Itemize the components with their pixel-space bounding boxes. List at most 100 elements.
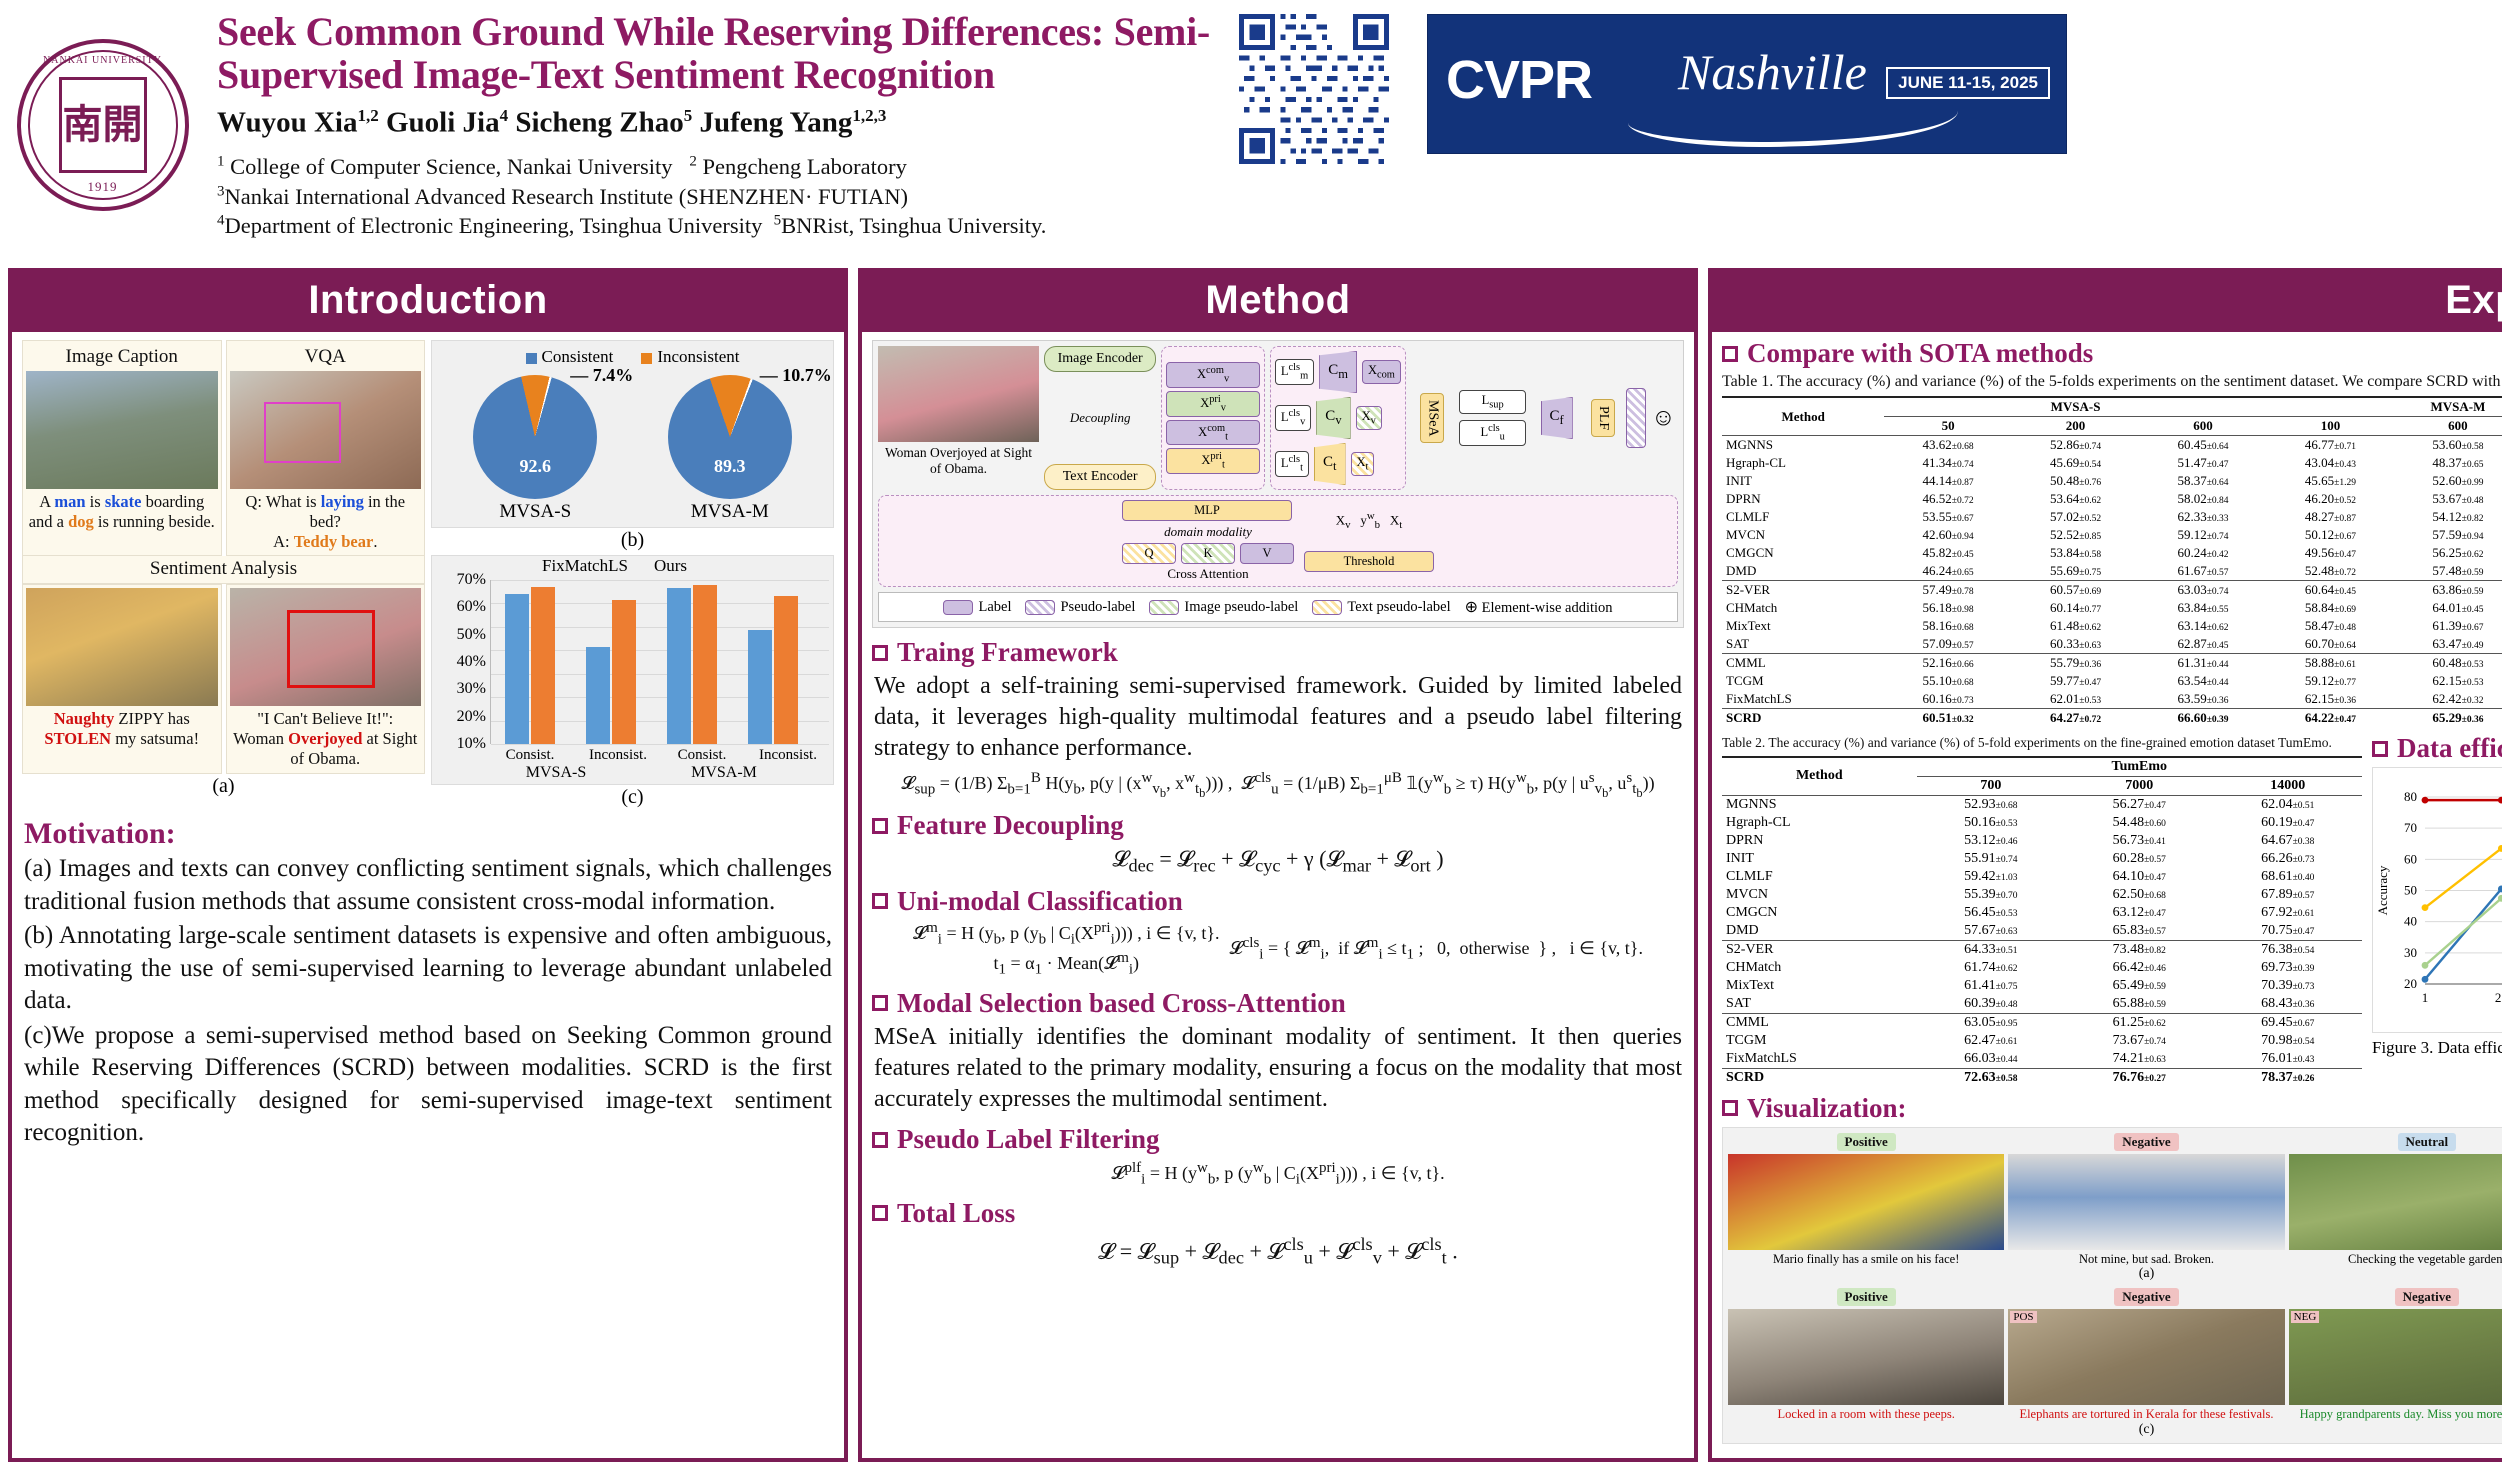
table-2-wrapper: Table 2. The accuracy (%) and variance (… xyxy=(1722,733,2362,1087)
figure-3-caption: Figure 3. Data efficiency comparison bet… xyxy=(2372,1038,2502,1057)
qr-code-icon[interactable] xyxy=(1239,14,1409,164)
cell-value: 56.27±0.47 xyxy=(2065,794,2214,814)
table-row: MixText 58.16±0.68 61.48±0.62 63.14±0.62 58.… xyxy=(1722,617,2502,635)
pie-graphic: 89.3 xyxy=(667,375,792,499)
cell-value: 63.59±0.36 xyxy=(2177,691,2229,706)
pseudo-label-output xyxy=(1626,388,1647,448)
introduction-body: Image Caption A man is skate boarding an… xyxy=(12,332,844,1458)
cell-value: 62.04±0.51 xyxy=(2213,794,2362,814)
cell-value: 76.38±0.54 xyxy=(2213,939,2362,959)
bar-group xyxy=(504,580,555,744)
cell-value: 64.22±0.47 xyxy=(2266,708,2395,727)
bar-fixmatchls xyxy=(585,646,610,744)
cell-method: SCRD xyxy=(1722,1067,1917,1087)
cell-value: 70.39±0.73 xyxy=(2261,977,2315,993)
heading-feature-decoupling: Feature Decoupling xyxy=(872,810,1684,841)
seal-chinese-characters: 南開 xyxy=(62,102,143,147)
table-row: S2-VER 57.49±0.78 60.57±0.69 63.03±0.74 60.6… xyxy=(1722,580,2502,599)
cell-method: MixText xyxy=(1726,618,1771,633)
table-row: CMML 63.05±0.95 61.25±0.62 69.45±0.67 xyxy=(1722,1012,2362,1032)
heading-pseudo-label-filtering: Pseudo Label Filtering xyxy=(872,1124,1684,1155)
x-tick: Consist. xyxy=(677,747,727,763)
bullet-square-icon xyxy=(872,893,888,910)
cell-method: CLMLF xyxy=(1726,868,1773,884)
equation-unimodal-2: t1 = α1 · Mean(𝓛mi) xyxy=(993,950,1140,978)
vis-item: Negative POS Elephants are tortured in K… xyxy=(2008,1288,2285,1421)
seal-center: 南開 xyxy=(58,77,147,173)
bullet-square-icon xyxy=(872,995,888,1012)
equation-unimodal-1: 𝓛mi = H (yb, p (yb | Ci(Xprii))) , i ∈ {… xyxy=(913,919,1220,948)
sentiment-tag: Negative xyxy=(2114,1132,2179,1151)
cell-value: 51.47±0.47 xyxy=(2177,455,2229,470)
table-row: SAT 57.09±0.57 60.33±0.63 62.87±0.45 60.70±0… xyxy=(1722,635,2502,654)
example-image-caption: Image Caption A man is skate boarding an… xyxy=(22,340,222,557)
cell-method: INIT xyxy=(1726,850,1754,866)
figure-b-caption: (b) xyxy=(620,529,645,551)
y-tick: 10% xyxy=(456,734,486,752)
affiliation-line-2: 3Nankai International Advanced Research … xyxy=(217,183,909,209)
cell-method: CHMatch xyxy=(1726,600,1778,615)
table-row: Hgraph-CL 50.16±0.53 54.48±0.60 60.19±0.47 xyxy=(1722,814,2362,832)
visualization-quadrant-a: Positive Mario finally has a smile on hi… xyxy=(1728,1132,2502,1282)
cell-value: 57.09±0.57 xyxy=(1922,636,1974,651)
legend-consistent: Consistent xyxy=(525,347,613,367)
cell-value: 60.19±0.47 xyxy=(2261,814,2315,830)
bbox-highlight xyxy=(263,401,341,464)
motivation-heading: Motivation: xyxy=(24,817,176,850)
cell-value: 62.50±0.68 xyxy=(2112,886,2166,902)
figure-a-examples: Image Caption A man is skate boarding an… xyxy=(22,340,425,809)
visualization-grid: Positive Mario finally has a smile on hi… xyxy=(1722,1126,2502,1444)
cell-method: SAT xyxy=(1726,636,1750,651)
title-block: Seek Common Ground While Reserving Diffe… xyxy=(205,0,1215,241)
table-row: S2-VER 64.33±0.51 73.48±0.82 76.38±0.54 xyxy=(1722,939,2362,959)
table-row: CMML 52.16±0.66 55.79±0.36 61.31±0.44 58.88±… xyxy=(1722,653,2502,672)
line-chart-legends: All CLMLF MVCN Ours Supervised TCGM FixM… xyxy=(2373,768,2502,787)
bar-fixmatchls xyxy=(747,630,772,744)
cell-value: 60.16±0.73 xyxy=(1922,691,1974,706)
table-row-scrd: SCRD 60.51±0.32 64.27±0.72 66.60±0.39 64.22±… xyxy=(1722,708,2502,727)
table-2-tumemo: Method TumEmo 700 7000 14000 MGNNS 52.93±… xyxy=(1722,755,2362,1087)
table-row: Hgraph-CL 41.34±0.74 45.69±0.54 51.47±0.47 4… xyxy=(1722,454,2502,472)
cell-value: 54.48±0.60 xyxy=(2112,814,2166,830)
vis-photo xyxy=(2008,1153,2285,1250)
pie-consistent-value: 92.6 xyxy=(519,456,552,476)
vis-text: Not mine, but sad. Broken. xyxy=(2078,1251,2215,1266)
vis-photo xyxy=(1728,1153,2005,1250)
example-photo xyxy=(229,588,421,707)
cell-value: 49.56±0.47 xyxy=(2304,545,2356,560)
method-header: Method xyxy=(862,272,1694,332)
mlp-node: MLP xyxy=(1122,500,1292,521)
page-title: Seek Common Ground While Reserving Diffe… xyxy=(217,9,1210,98)
cell-value: 66.42±0.46 xyxy=(2112,959,2166,975)
cell-value: 59.42±1.03 xyxy=(1964,868,2018,884)
cell-method: MixText xyxy=(1726,977,1775,993)
table-row: CLMLF 59.42±1.03 64.10±0.47 68.61±0.40 xyxy=(1722,868,2362,886)
heading-training-framework: Traing Framework xyxy=(872,637,1684,668)
cell-value: 64.10±0.47 xyxy=(2112,868,2166,884)
bar-chart-legend: FixMatchLS Ours xyxy=(542,556,687,576)
image-encoder-node: Image Encoder xyxy=(1043,346,1157,372)
vis-text: Locked in a room with these peeps. xyxy=(1777,1407,1955,1422)
cell-value: 63.03±0.74 xyxy=(2139,580,2267,599)
section-experiments: Experiments Compare with SOTA methods Ta… xyxy=(1708,268,2502,1462)
table-2-body: MGNNS 52.93±0.68 56.27±0.47 62.04±0.51 Hgrap… xyxy=(1722,794,2362,1087)
example-photo xyxy=(26,588,218,707)
cell-value: 64.27±0.72 xyxy=(2011,708,2140,727)
figure-3-data-efficiency: All CLMLF MVCN Ours Supervised TCGM FixM… xyxy=(2372,767,2502,1033)
cell-value: 72.63±0.58 xyxy=(1916,1067,2066,1087)
bar-group xyxy=(666,580,717,744)
affiliation-line-1: 1 College of Computer Science, Nankai Un… xyxy=(217,153,907,180)
table-1-sota-comparison: Method MVSA-S MVSA-M Twitter Tourism 50 … xyxy=(1722,396,2502,727)
heading-visualization: Visualization: xyxy=(1722,1093,2502,1124)
cell-method: FixMatchLS xyxy=(1726,1050,1797,1066)
cell-value: 58.88±0.61 xyxy=(2266,653,2395,672)
method-input-block: Woman Overjoyed at Sight of Obama. xyxy=(878,346,1039,490)
modality-badge: POS xyxy=(2010,1311,2037,1324)
cell-value: 60.14±0.77 xyxy=(2050,600,2102,615)
cell-value: 65.29±0.36 xyxy=(2394,708,2502,727)
y-tick: 60% xyxy=(456,598,486,616)
equation-plf: 𝓛plfi = H (ywb, p (ywb | Ci(Xprii))) , i… xyxy=(1111,1160,1445,1188)
cell-method: INIT xyxy=(1726,473,1752,488)
bar-ours xyxy=(692,584,717,744)
